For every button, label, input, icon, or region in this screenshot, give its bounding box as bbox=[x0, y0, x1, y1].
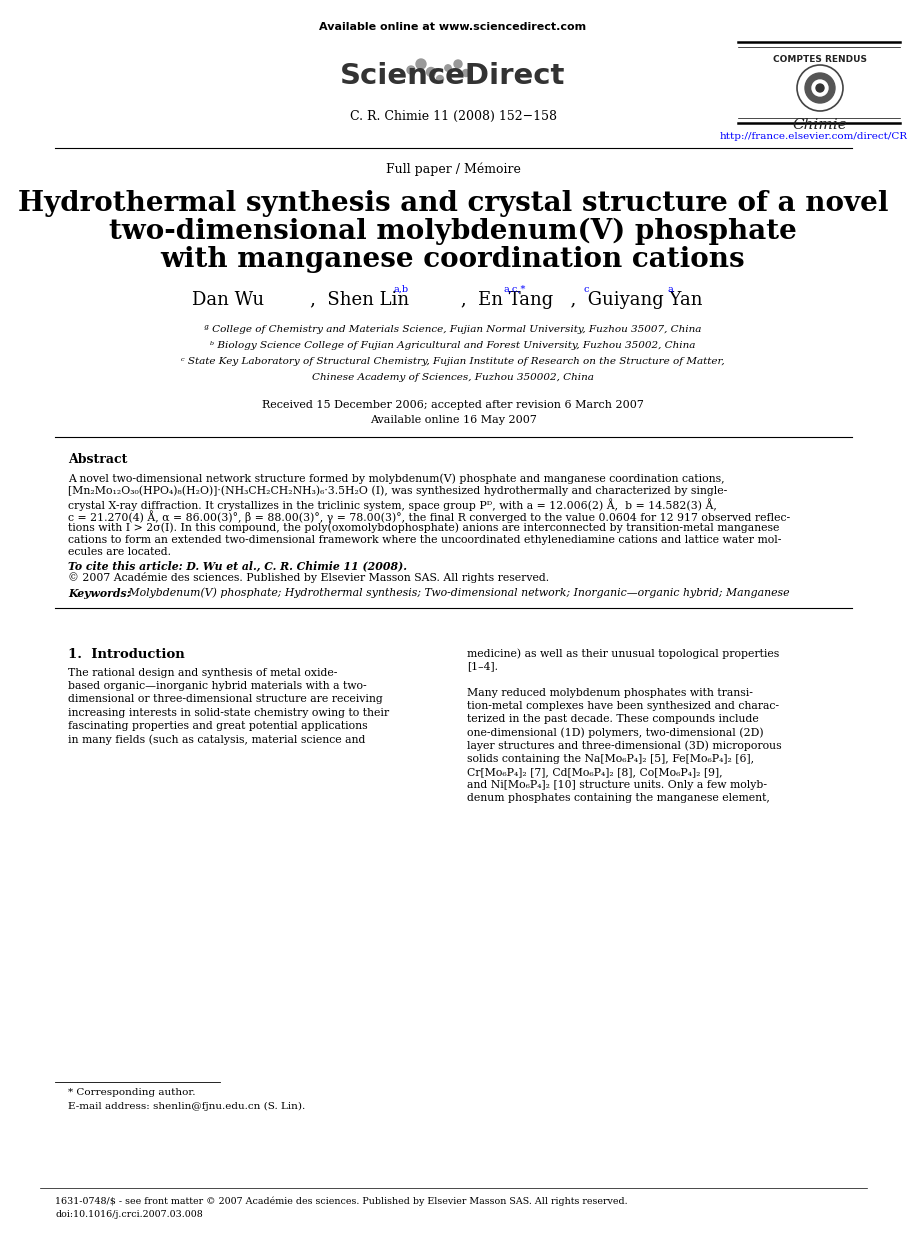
Text: Keywords:: Keywords: bbox=[68, 588, 131, 599]
Text: with manganese coordination cations: with manganese coordination cations bbox=[161, 246, 746, 274]
Text: fascinating properties and great potential applications: fascinating properties and great potenti… bbox=[68, 721, 367, 730]
Text: Abstract: Abstract bbox=[68, 453, 127, 465]
Text: increasing interests in solid-state chemistry owing to their: increasing interests in solid-state chem… bbox=[68, 708, 389, 718]
Text: dimensional or three-dimensional structure are receiving: dimensional or three-dimensional structu… bbox=[68, 695, 383, 704]
Circle shape bbox=[426, 68, 435, 77]
Text: Hydrothermal synthesis and crystal structure of a novel: Hydrothermal synthesis and crystal struc… bbox=[18, 189, 888, 217]
Text: ª College of Chemistry and Materials Science, Fujian Normal University, Fuzhou 3: ª College of Chemistry and Materials Sci… bbox=[204, 326, 702, 334]
Text: c = 21.270(4) Å, α = 86.00(3)°, β = 88.00(3)°, γ = 78.00(3)°, the final R conver: c = 21.270(4) Å, α = 86.00(3)°, β = 88.0… bbox=[68, 510, 790, 522]
Text: Chimie: Chimie bbox=[793, 118, 847, 132]
Text: Dan Wu        ,  Shen Lin         ,  En Tang   ,  Guiyang Yan: Dan Wu , Shen Lin , En Tang , Guiyang Ya… bbox=[192, 291, 714, 310]
Circle shape bbox=[816, 84, 824, 92]
Text: C. R. Chimie 11 (2008) 152−158: C. R. Chimie 11 (2008) 152−158 bbox=[349, 110, 557, 123]
Text: solids containing the Na[Mo₆P₄]₂ [5], Fe[Mo₆P₄]₂ [6],: solids containing the Na[Mo₆P₄]₂ [5], Fe… bbox=[467, 754, 754, 764]
Text: ᶜ State Key Laboratory of Structural Chemistry, Fujian Institute of Research on : ᶜ State Key Laboratory of Structural Che… bbox=[181, 357, 725, 366]
Text: To cite this article: D. Wu et al., C. R. Chimie 11 (2008).: To cite this article: D. Wu et al., C. R… bbox=[68, 560, 407, 571]
Circle shape bbox=[444, 64, 451, 72]
Text: a: a bbox=[668, 285, 674, 293]
Text: a,b: a,b bbox=[393, 285, 408, 293]
Circle shape bbox=[805, 73, 835, 103]
Circle shape bbox=[812, 80, 828, 97]
Text: and Ni[Mo₆P₄]₂ [10] structure units. Only a few molyb-: and Ni[Mo₆P₄]₂ [10] structure units. Onl… bbox=[467, 780, 767, 790]
Text: Chinese Academy of Sciences, Fuzhou 350002, China: Chinese Academy of Sciences, Fuzhou 3500… bbox=[312, 373, 594, 383]
Circle shape bbox=[463, 69, 470, 77]
Text: Received 15 December 2006; accepted after revision 6 March 2007: Received 15 December 2006; accepted afte… bbox=[262, 400, 644, 410]
Text: denum phosphates containing the manganese element,: denum phosphates containing the manganes… bbox=[467, 794, 770, 803]
Text: * Corresponding author.: * Corresponding author. bbox=[68, 1088, 196, 1097]
Text: Available online at www.sciencedirect.com: Available online at www.sciencedirect.co… bbox=[319, 22, 587, 32]
Text: Full paper / Mémoire: Full paper / Mémoire bbox=[385, 162, 521, 176]
Text: based organic—inorganic hybrid materials with a two-: based organic—inorganic hybrid materials… bbox=[68, 681, 366, 691]
Text: A novel two-dimensional network structure formed by molybdenum(V) phosphate and : A novel two-dimensional network structur… bbox=[68, 473, 725, 484]
Text: tions with I > 2σ(I). In this compound, the poly(oxomolybdophosphate) anions are: tions with I > 2σ(I). In this compound, … bbox=[68, 522, 779, 534]
Text: c: c bbox=[583, 285, 589, 293]
Text: The rational design and synthesis of metal oxide-: The rational design and synthesis of met… bbox=[68, 669, 337, 678]
Text: ᵇ Biology Science College of Fujian Agricultural and Forest University, Fuzhou 3: ᵇ Biology Science College of Fujian Agri… bbox=[210, 340, 696, 350]
Text: ScienceDirect: ScienceDirect bbox=[340, 62, 566, 90]
Circle shape bbox=[416, 59, 426, 69]
Text: medicine) as well as their unusual topological properties: medicine) as well as their unusual topol… bbox=[467, 647, 779, 659]
Text: tion-metal complexes have been synthesized and charac-: tion-metal complexes have been synthesiz… bbox=[467, 701, 779, 711]
Text: Available online 16 May 2007: Available online 16 May 2007 bbox=[369, 415, 536, 425]
Text: crystal X-ray diffraction. It crystallizes in the triclinic system, space group : crystal X-ray diffraction. It crystalliz… bbox=[68, 498, 717, 510]
Text: Molybdenum(V) phosphate; Hydrothermal synthesis; Two-dimensional network; Inorga: Molybdenum(V) phosphate; Hydrothermal sy… bbox=[125, 588, 789, 598]
Circle shape bbox=[436, 76, 444, 83]
Text: [1–4].: [1–4]. bbox=[467, 661, 498, 671]
Circle shape bbox=[454, 59, 462, 68]
Text: E-mail address: shenlin@fjnu.edu.cn (S. Lin).: E-mail address: shenlin@fjnu.edu.cn (S. … bbox=[68, 1102, 306, 1112]
Text: doi:10.1016/j.crci.2007.03.008: doi:10.1016/j.crci.2007.03.008 bbox=[55, 1210, 203, 1219]
Circle shape bbox=[407, 66, 415, 74]
Text: 1631-0748/$ - see front matter © 2007 Académie des sciences. Published by Elsevi: 1631-0748/$ - see front matter © 2007 Ac… bbox=[55, 1196, 628, 1206]
Text: © 2007 Académie des sciences. Published by Elsevier Masson SAS. All rights reser: © 2007 Académie des sciences. Published … bbox=[68, 572, 549, 583]
Text: in many fields (such as catalysis, material science and: in many fields (such as catalysis, mater… bbox=[68, 734, 366, 744]
Text: a,c,*: a,c,* bbox=[503, 285, 525, 293]
Text: one-dimensional (1D) polymers, two-dimensional (2D): one-dimensional (1D) polymers, two-dimen… bbox=[467, 727, 764, 738]
Text: ecules are located.: ecules are located. bbox=[68, 547, 171, 557]
Text: COMPTES RENDUS: COMPTES RENDUS bbox=[773, 54, 867, 64]
Text: cations to form an extended two-dimensional framework where the uncoordinated et: cations to form an extended two-dimensio… bbox=[68, 535, 781, 545]
Text: [Mn₂Mo₁₂O₃₀(HPO₄)₈(H₂O)]·(NH₃CH₂CH₂NH₃)₆·3.5H₂O (I), was synthesized hydrotherma: [Mn₂Mo₁₂O₃₀(HPO₄)₈(H₂O)]·(NH₃CH₂CH₂NH₃)₆… bbox=[68, 485, 727, 496]
Text: 1.  Introduction: 1. Introduction bbox=[68, 647, 185, 661]
Text: Many reduced molybdenum phosphates with transi-: Many reduced molybdenum phosphates with … bbox=[467, 687, 753, 697]
Text: http://france.elsevier.com/direct/CRAS2C/: http://france.elsevier.com/direct/CRAS2C… bbox=[720, 132, 907, 141]
Text: terized in the past decade. These compounds include: terized in the past decade. These compou… bbox=[467, 714, 759, 724]
Text: two-dimensional molybdenum(V) phosphate: two-dimensional molybdenum(V) phosphate bbox=[109, 218, 797, 245]
Text: Cr[Mo₆P₄]₂ [7], Cd[Mo₆P₄]₂ [8], Co[Mo₆P₄]₂ [9],: Cr[Mo₆P₄]₂ [7], Cd[Mo₆P₄]₂ [8], Co[Mo₆P₄… bbox=[467, 766, 723, 776]
Text: layer structures and three-dimensional (3D) microporous: layer structures and three-dimensional (… bbox=[467, 740, 782, 751]
